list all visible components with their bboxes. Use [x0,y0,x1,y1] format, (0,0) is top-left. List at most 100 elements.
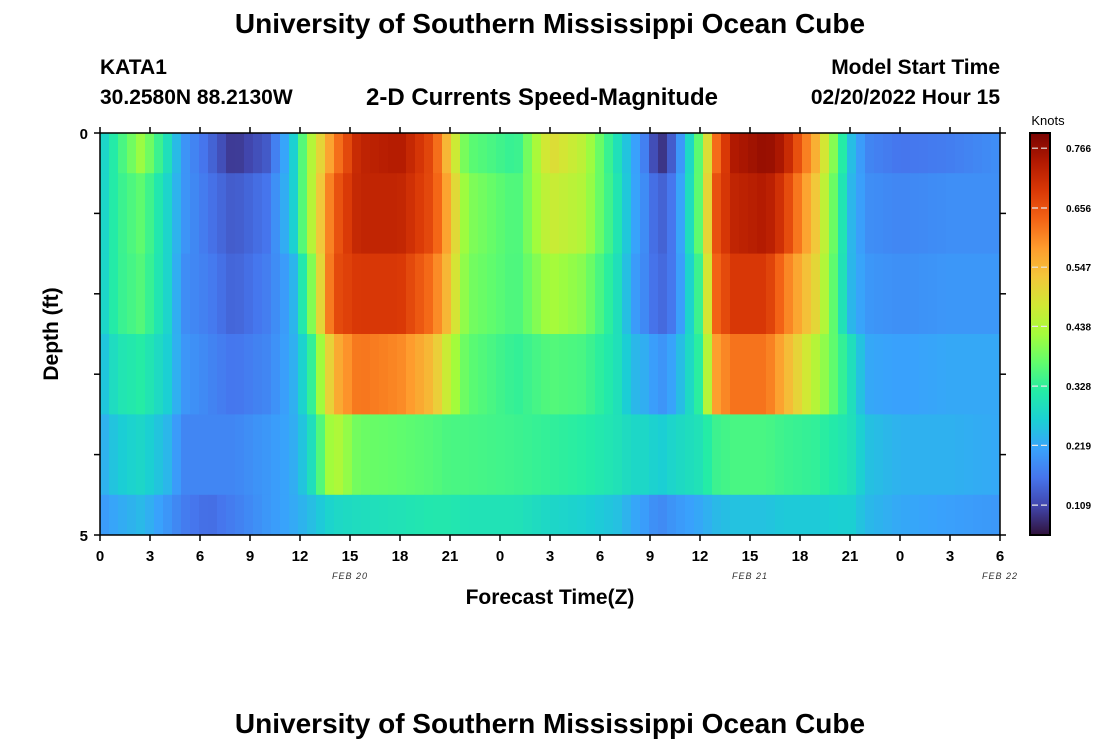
heatmap-cell [811,494,821,536]
heatmap-cell [181,494,191,536]
heatmap-cell [640,334,650,415]
x-axis-label: Forecast Time(Z) [466,586,635,609]
heatmap-cell [496,414,506,496]
heatmap-cell [289,133,299,174]
heatmap-cell [955,253,965,335]
x-tick-label: 21 [442,548,459,565]
heatmap-cell [289,334,299,415]
heatmap-cell [757,173,767,254]
heatmap-cell [316,253,326,335]
heatmap-cell [829,253,839,335]
heatmap-cell [811,253,821,335]
heatmap-cell [946,334,956,415]
heatmap-cell [604,334,614,415]
heatmap-cell [262,173,272,254]
heatmap-cell [865,494,875,536]
heatmap-cell [136,414,146,496]
x-tick-label: 9 [246,548,254,565]
heatmap-cell [307,334,317,415]
heatmap-cell [892,494,902,536]
heatmap-cell [964,334,974,415]
heatmap-cell [640,414,650,496]
heatmap-cell [451,133,461,174]
heatmap-cell [973,133,983,174]
heatmap-cell [163,253,173,335]
heatmap-cell [172,133,182,174]
heatmap-cell [307,133,317,174]
heatmap-cell [622,133,632,174]
heatmap-cell [874,133,884,174]
heatmap-cell [235,414,245,496]
heatmap-cell [667,253,677,335]
heatmap-cell [730,414,740,496]
heatmap-cell [208,494,218,536]
heatmap-cell [514,494,524,536]
heatmap-cell [118,494,128,536]
heatmap-cell [352,414,362,496]
heatmap-cell [496,253,506,335]
x-tick-label: 15 [342,548,359,565]
heatmap-cell [982,334,992,415]
heatmap-cell [631,414,641,496]
heatmap-cell [289,253,299,335]
heatmap-cell [892,253,902,335]
heatmap-cell [343,173,353,254]
heatmap-cell [289,494,299,536]
heatmap-cell [163,414,173,496]
heatmap-cell [334,173,344,254]
heatmap-cell [343,334,353,415]
heatmap-cell [622,253,632,335]
heatmap-cell [658,173,668,254]
heatmap-cell [127,253,137,335]
heatmap-cell [901,494,911,536]
heatmap-cell [451,334,461,415]
y-axis-label: Depth (ft) [40,287,63,380]
heatmap-cell [856,414,866,496]
heatmap-cell [586,414,596,496]
heatmap-cell [541,494,551,536]
heatmap-cell [397,253,407,335]
heatmap-cell [721,494,731,536]
heatmap-cell [127,414,137,496]
heatmap-cell [388,133,398,174]
heatmap-cell [973,334,983,415]
heatmap-cell [640,133,650,174]
heatmap-cell [271,334,281,415]
date-label: FEB 22 [982,571,1018,581]
heatmap-cell [811,173,821,254]
heatmap-cell [154,414,164,496]
heatmap-cell [442,494,452,536]
heatmap-cell [397,133,407,174]
heatmap-cell [865,334,875,415]
heatmap-cell [712,494,722,536]
heatmap-cell [208,133,218,174]
heatmap-cell [100,334,110,415]
heatmap-cell [379,334,389,415]
heatmap-cell [415,414,425,496]
product-title: 2-D Currents Speed-Magnitude [366,84,719,111]
heatmap-cell [505,173,515,254]
heatmap-cell [109,133,119,174]
heatmap-cell [406,253,416,335]
heatmap-cell [892,334,902,415]
heatmap-cell [118,253,128,335]
heatmap-cell [847,494,857,536]
heatmap-cell [307,494,317,536]
heatmap-cell [964,494,974,536]
heatmap-cell [154,173,164,254]
heatmap-cell [388,334,398,415]
heatmap-cell [334,253,344,335]
colorbar [1029,132,1051,536]
heatmap-cell [100,253,110,335]
heatmap-cell [874,334,884,415]
heatmap-cell [748,414,758,496]
heatmap-cell [811,133,821,174]
heatmap-cell [406,133,416,174]
heatmap-cell [181,133,191,174]
heatmap-cell [802,334,812,415]
x-tick-label: 18 [392,548,409,565]
heatmap-cell [415,173,425,254]
heatmap-cell [136,494,146,536]
heatmap-cell [631,253,641,335]
heatmap-cell [127,173,137,254]
